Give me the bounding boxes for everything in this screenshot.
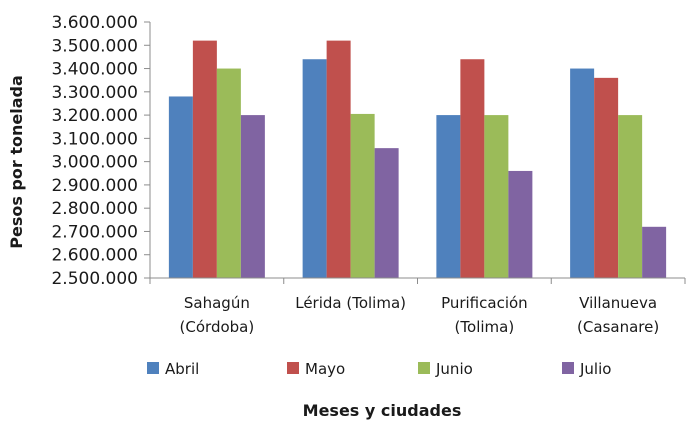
x-axis-title: Meses y ciudades bbox=[303, 401, 462, 420]
legend: Abril Mayo Junio Julio bbox=[147, 360, 611, 378]
x-category-label: Sahagún (Córdoba) bbox=[180, 294, 255, 336]
y-tick-label: 2.900.000 bbox=[51, 176, 138, 196]
bar-junio bbox=[216, 68, 241, 278]
y-tick-label: 3.000.000 bbox=[51, 153, 138, 173]
y-tick-label: 3.200.000 bbox=[51, 106, 138, 126]
bar-julio bbox=[642, 226, 667, 278]
y-axis: 2.500.000 2.600.000 2.700.000 2.800.000 2.90… bbox=[51, 13, 151, 289]
bar-junio bbox=[484, 115, 509, 278]
bar-mayo bbox=[326, 40, 351, 279]
y-tick-label: 3.600.000 bbox=[51, 13, 138, 33]
legend-swatch-junio bbox=[418, 362, 430, 374]
bar-junio bbox=[618, 115, 643, 278]
y-tick-label: 3.300.000 bbox=[51, 83, 138, 103]
legend-label-abril: Abril bbox=[165, 360, 199, 378]
bar-abril bbox=[168, 96, 193, 279]
y-tick-label: 2.800.000 bbox=[51, 199, 138, 219]
legend-swatch-abril bbox=[147, 362, 159, 374]
bar-junio bbox=[350, 113, 375, 278]
y-tick-label: 2.700.000 bbox=[51, 222, 138, 242]
x-axis: Sahagún (Córdoba) Lérida (Tolima) Purificac… bbox=[149, 277, 686, 336]
y-tick-label: 2.500.000 bbox=[51, 269, 138, 289]
bar-julio bbox=[508, 170, 533, 278]
legend-label-mayo: Mayo bbox=[305, 360, 345, 378]
bar-abril bbox=[436, 115, 461, 278]
legend-label-julio: Julio bbox=[579, 360, 611, 378]
bar-mayo bbox=[594, 77, 619, 278]
y-tick-label: 2.600.000 bbox=[51, 246, 138, 266]
y-tick-label: 3.100.000 bbox=[51, 129, 138, 149]
x-category-label: Lérida (Tolima) bbox=[295, 294, 406, 312]
bars bbox=[168, 40, 667, 279]
x-category-label: Villanueva (Casanare) bbox=[577, 294, 659, 336]
bar-julio bbox=[374, 148, 399, 278]
legend-label-junio: Junio bbox=[435, 360, 473, 378]
y-axis-title: Pesos por tonelada bbox=[7, 75, 26, 249]
y-tick-label: 3.400.000 bbox=[51, 60, 138, 80]
bar-abril bbox=[570, 68, 595, 278]
x-category-label: Purificación (Tolima) bbox=[441, 294, 528, 336]
bar-julio bbox=[240, 115, 265, 278]
y-tick-label: 3.500.000 bbox=[51, 36, 138, 56]
legend-swatch-julio bbox=[562, 362, 574, 374]
bar-abril bbox=[302, 59, 327, 279]
bar-mayo bbox=[460, 59, 485, 279]
legend-swatch-mayo bbox=[287, 362, 299, 374]
bar-mayo bbox=[192, 40, 217, 279]
